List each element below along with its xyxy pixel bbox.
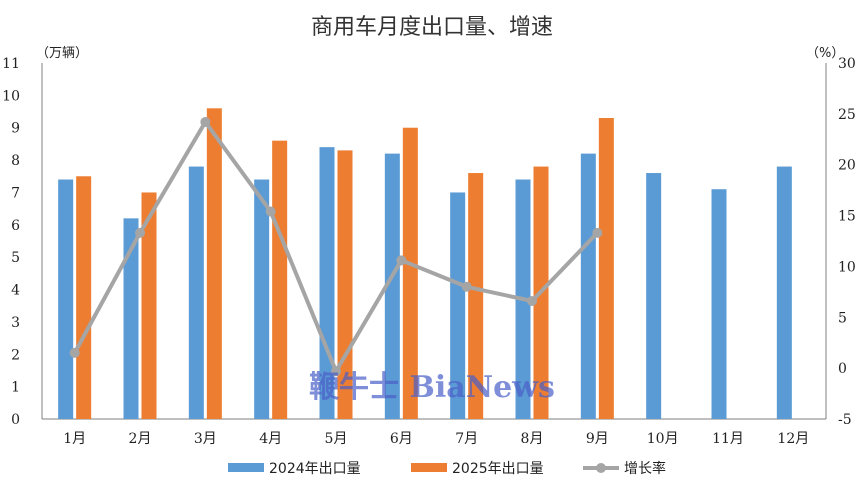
left-axis-unit: （万辆） <box>36 46 88 61</box>
bar-2024 <box>646 173 662 419</box>
bar-2024 <box>711 189 727 419</box>
bar-2025 <box>402 127 418 420</box>
bar-2024 <box>319 147 335 420</box>
growth-point <box>265 206 276 217</box>
bar-2025 <box>272 140 288 419</box>
growth-point <box>592 227 603 238</box>
y-left-tick-label: 5 <box>11 250 20 266</box>
y-right-tick-label: 30 <box>838 56 856 72</box>
bar-2025 <box>206 108 222 420</box>
watermark: 鞭牛士 BiaNews <box>309 370 555 405</box>
growth-point <box>200 116 211 127</box>
bar-2024 <box>776 166 792 419</box>
right-axis-unit: （%） <box>806 46 844 61</box>
x-tick-label: 7月 <box>455 431 478 447</box>
x-tick-label: 6月 <box>390 431 413 447</box>
y-left-tick-label: 11 <box>2 56 20 72</box>
bar-2024 <box>58 179 74 419</box>
y-right-tick-label: 5 <box>838 310 847 326</box>
y-left-tick-label: 8 <box>11 153 20 169</box>
legend-label: 2025年出口量 <box>452 461 544 477</box>
bar-2024 <box>384 153 400 420</box>
x-tick-label: 11月 <box>712 431 744 447</box>
x-tick-label: 8月 <box>521 431 544 447</box>
x-tick-label: 2月 <box>129 431 152 447</box>
y-right-tick-label: 20 <box>838 158 856 174</box>
bar-2024 <box>188 166 204 419</box>
growth-point <box>527 296 537 307</box>
growth-point <box>396 255 407 266</box>
x-tick-label: 10月 <box>647 431 679 447</box>
bar-2025 <box>598 118 614 419</box>
y-left-tick-label: 9 <box>11 121 20 137</box>
legend-label: 2024年出口量 <box>269 461 361 477</box>
bar-2025 <box>468 173 484 419</box>
growth-point <box>69 347 80 358</box>
bar-2024 <box>580 153 596 420</box>
bar-2024 <box>254 179 270 419</box>
tick-labels: 0 1 2 3 4 5 6 7 8 9 10 11 -5 0 5 10 15 20 25 30 1月 2月 3月 4月 5月 6月… <box>2 56 856 447</box>
y-left-tick-label: 7 <box>11 185 20 201</box>
bar-2024 <box>450 192 466 419</box>
y-left-tick-label: 10 <box>2 88 20 104</box>
y-right-tick-label: 10 <box>838 259 856 275</box>
legend-label: 增长率 <box>624 460 666 477</box>
y-left-tick-label: 4 <box>11 283 20 299</box>
x-tick-label: 5月 <box>325 431 348 447</box>
y-right-tick-label: 0 <box>838 361 847 377</box>
x-tick-label: 9月 <box>586 431 609 447</box>
legend-swatch <box>228 463 264 472</box>
y-right-tick-label: 15 <box>838 209 856 225</box>
bar-2025 <box>141 192 157 419</box>
y-left-tick-label: 3 <box>11 315 20 331</box>
legend: 2024年出口量 2025年出口量 增长率 <box>228 460 666 477</box>
x-tick-label: 3月 <box>194 431 217 447</box>
bar-2024 <box>123 218 139 419</box>
y-left-tick-label: 2 <box>11 347 20 363</box>
bar-2025 <box>76 176 92 419</box>
y-left-tick-label: 0 <box>11 412 20 428</box>
y-right-tick-label: -5 <box>838 412 852 428</box>
bars <box>58 108 792 420</box>
axes <box>41 63 827 420</box>
x-tick-label: 1月 <box>63 431 86 447</box>
growth-point <box>331 366 341 377</box>
growth-line <box>69 116 603 377</box>
x-tick-label: 12月 <box>777 431 809 447</box>
chart-title: 商用车月度出口量、增速 <box>311 15 553 40</box>
legend-swatch-marker <box>596 463 606 473</box>
y-left-tick-label: 1 <box>11 380 20 396</box>
y-left-tick-label: 6 <box>11 218 20 234</box>
legend-swatch <box>411 463 447 472</box>
growth-point <box>461 281 472 292</box>
growth-point <box>135 227 145 238</box>
x-tick-label: 4月 <box>259 431 282 447</box>
y-right-tick-label: 25 <box>838 107 856 123</box>
